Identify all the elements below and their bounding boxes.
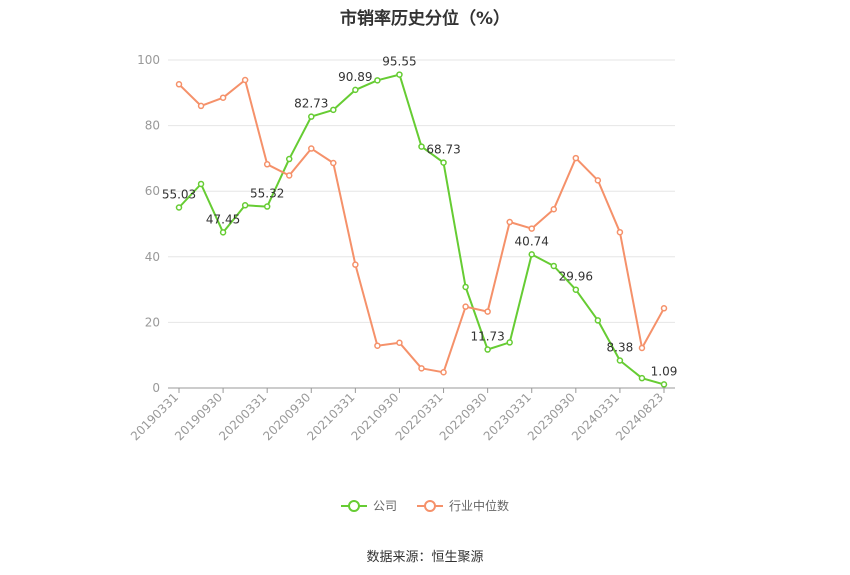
data-point xyxy=(440,159,447,166)
data-point xyxy=(638,374,646,382)
data-point xyxy=(330,106,337,114)
data-point xyxy=(352,86,359,94)
legend-label-company: 公司 xyxy=(372,499,397,513)
legend-marker-company xyxy=(340,499,367,513)
chart-title: 市销率历史分位（%） xyxy=(339,9,511,29)
data-point xyxy=(572,286,580,293)
data-point xyxy=(484,346,491,353)
data-point xyxy=(374,77,381,84)
data-point xyxy=(506,339,513,346)
y-tick-label: 60 xyxy=(145,184,160,198)
data-label: 1.09 xyxy=(651,364,678,378)
data-label: 8.38 xyxy=(607,341,634,355)
data-label: 90.89 xyxy=(338,70,372,84)
data-point xyxy=(308,145,315,152)
data-point xyxy=(197,180,205,188)
data-labels: 55.03 47.45 55.32 82.73 90.89 95.55 68.73 11.73… xyxy=(162,55,678,379)
y-tick-label: 40 xyxy=(145,250,160,264)
data-label: 82.73 xyxy=(294,97,328,111)
legend: 公司 行业中位数 xyxy=(0,497,850,514)
data-point xyxy=(462,303,469,310)
data-label: 29.96 xyxy=(559,270,593,284)
data-point xyxy=(197,102,205,110)
data-label: 11.73 xyxy=(470,330,504,344)
data-point xyxy=(285,172,293,179)
data-point xyxy=(440,369,447,376)
series-line-1 xyxy=(178,79,665,374)
series-line-0 xyxy=(178,73,665,386)
data-label: 95.55 xyxy=(382,55,416,69)
data-point xyxy=(352,261,359,268)
axes: 0204060801002019033120190930202003312020… xyxy=(128,53,675,443)
data-point xyxy=(418,143,425,150)
data-label: 40.74 xyxy=(515,234,549,248)
data-point xyxy=(374,342,381,349)
data-point xyxy=(484,308,491,315)
data-point xyxy=(396,71,403,78)
data-point xyxy=(175,204,183,211)
y-tick-label: 20 xyxy=(145,315,160,329)
data-point xyxy=(550,262,558,270)
data-point xyxy=(263,161,271,168)
data-point xyxy=(308,113,315,120)
y-tick-label: 0 xyxy=(152,381,160,395)
data-point xyxy=(418,365,425,372)
data-point xyxy=(572,154,580,162)
data-label: 47.45 xyxy=(206,212,240,226)
legend-marker-industry-median xyxy=(417,499,443,513)
data-point xyxy=(175,81,183,88)
grid-lines xyxy=(168,59,675,323)
data-point xyxy=(660,305,668,312)
data-point xyxy=(219,229,227,236)
data-label: 55.32 xyxy=(250,187,284,201)
data-point xyxy=(616,228,624,236)
x-tick-label: 20240823 xyxy=(613,390,666,443)
data-point xyxy=(462,283,469,291)
data-point xyxy=(528,225,535,232)
data-point xyxy=(219,94,227,101)
data-point xyxy=(594,177,602,184)
data-point xyxy=(550,205,558,213)
legend-label-industry-median: 行业中位数 xyxy=(449,499,510,513)
data-point xyxy=(396,339,403,346)
data-point xyxy=(616,357,624,364)
legend-item-industry-median[interactable]: 行业中位数 xyxy=(417,497,509,514)
data-label: 55.03 xyxy=(162,188,196,202)
data-point xyxy=(241,76,249,84)
data-point xyxy=(241,202,249,209)
source-note: 数据来源：恒生聚源 xyxy=(366,550,484,565)
y-tick-label: 100 xyxy=(137,53,160,67)
data-point xyxy=(660,381,668,388)
data-point xyxy=(638,344,646,352)
data-point xyxy=(528,251,535,258)
series-lines xyxy=(175,71,668,388)
data-point xyxy=(263,203,271,210)
data-point xyxy=(594,317,602,324)
data-point xyxy=(506,218,513,226)
y-tick-label: 80 xyxy=(145,119,160,133)
data-point xyxy=(330,159,337,167)
data-point xyxy=(285,155,293,163)
legend-item-company[interactable]: 公司 xyxy=(340,497,397,514)
data-label: 68.73 xyxy=(426,143,460,157)
